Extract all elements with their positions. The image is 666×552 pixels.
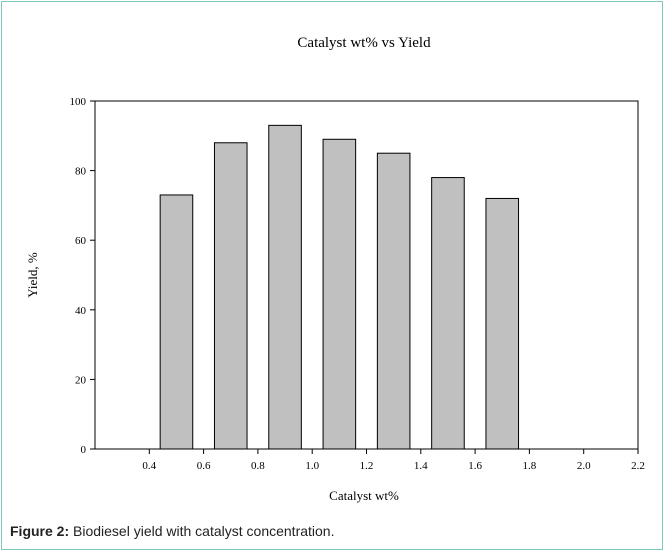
- x-tick-label-8: 2.0: [577, 460, 591, 472]
- x-tick-label-4: 1.2: [360, 460, 374, 472]
- caption-text: Biodiesel yield with catalyst concentrat…: [69, 523, 335, 539]
- bar-4: [376, 152, 411, 450]
- y-axis-ticks: 0 20 40 60 80 100: [70, 96, 95, 456]
- bar-3: [322, 138, 357, 450]
- x-tick-label-1: 0.6: [197, 460, 211, 472]
- bar-6: [485, 197, 520, 450]
- y-tick-label-4: 80: [75, 166, 87, 178]
- bar-5: [431, 177, 465, 450]
- y-axis-label: Yield, %: [25, 252, 40, 298]
- bar-1: [213, 142, 248, 450]
- x-tick-label-6: 1.6: [468, 460, 482, 472]
- bar-0: [159, 194, 194, 450]
- chart-title: Catalyst wt% vs Yield: [297, 35, 431, 51]
- bars-group: [159, 124, 520, 450]
- bar-2: [268, 124, 302, 450]
- y-tick-label-5: 100: [70, 96, 87, 108]
- x-tick-label-5: 1.4: [414, 460, 428, 472]
- x-tick-label-3: 1.0: [305, 460, 319, 472]
- figure-caption: Figure 2: Biodiesel yield with catalyst …: [10, 523, 334, 539]
- x-axis-ticks: 0.4 0.6 0.8 1.0 1.2 1.4 1.6 1.8 2.0 2.2: [142, 449, 645, 472]
- y-tick-label-2: 40: [75, 305, 87, 317]
- caption-label: Figure 2:: [10, 523, 70, 539]
- y-tick-label-0: 0: [81, 444, 87, 456]
- x-axis-label: Catalyst wt%: [329, 488, 399, 503]
- y-tick-label-1: 20: [75, 374, 87, 386]
- x-tick-label-0: 0.4: [142, 460, 156, 472]
- x-tick-label-2: 0.8: [251, 460, 265, 472]
- x-tick-label-9: 2.2: [631, 460, 645, 472]
- x-tick-label-7: 1.8: [523, 460, 537, 472]
- y-tick-label-3: 60: [75, 235, 87, 247]
